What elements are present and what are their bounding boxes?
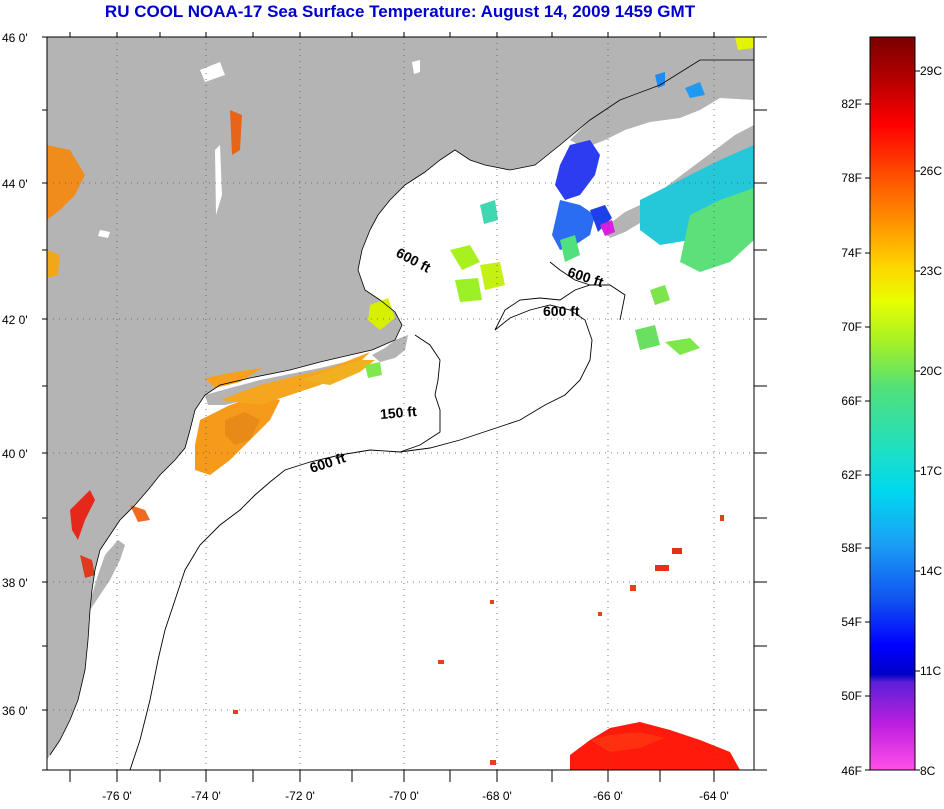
lon-label-76: -76 0': [102, 789, 132, 803]
sst-pixel-patches: [47, 37, 754, 770]
lon-label-74: -74 0': [191, 789, 221, 803]
land-cape-cod: [372, 335, 408, 362]
lat-label-36: 36 0': [2, 704, 28, 718]
graticule: [47, 37, 754, 770]
lat-label-38: 38 0': [2, 576, 28, 590]
lat-label-46: 46 0': [2, 31, 28, 45]
bathymetry-contours: [129, 261, 626, 770]
contour-label-150ft: 150 ft: [379, 403, 417, 422]
land-delmarva: [90, 540, 125, 610]
lon-label-72: -72 0': [285, 789, 315, 803]
map-title: RU COOL NOAA-17 Sea Surface Temperature:…: [104, 2, 696, 21]
tick-marks: [42, 32, 767, 782]
lon-label-64: -64 0': [699, 789, 729, 803]
lon-label-68: -68 0': [482, 789, 512, 803]
lat-label-44: 44 0': [2, 177, 28, 191]
lat-label-42: 42 0': [2, 313, 28, 327]
map-frame: [46, 36, 755, 771]
land-new-brunswick: [570, 60, 754, 148]
lon-label-66: -66 0': [593, 789, 623, 803]
land-mainland: [47, 37, 754, 760]
lakes: [98, 60, 420, 238]
coastline: [49, 59, 754, 756]
lon-label-70: -70 0': [389, 789, 419, 803]
contour-label-600ft-georges-bank: 600 ft: [543, 303, 580, 319]
lat-label-40: 40 0': [2, 447, 28, 461]
